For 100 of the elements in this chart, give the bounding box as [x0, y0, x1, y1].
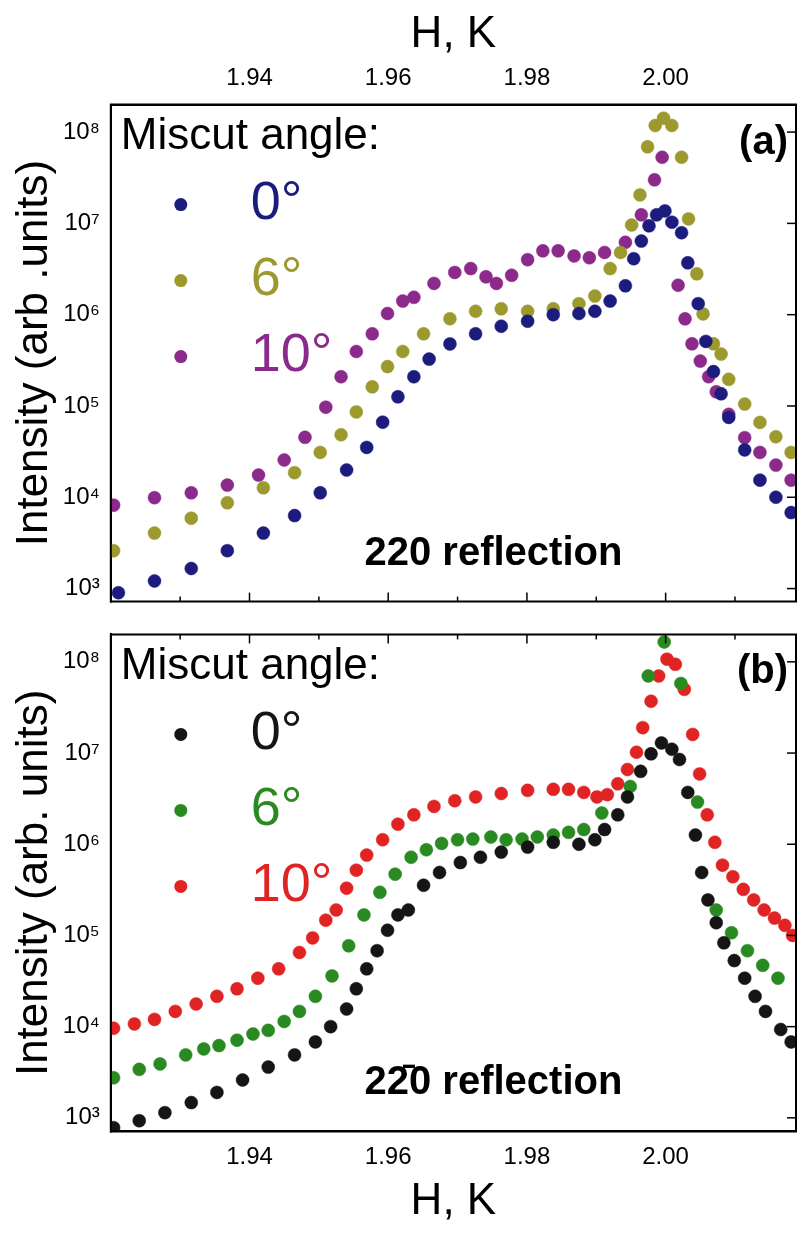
- point: [391, 817, 405, 831]
- point: [727, 953, 742, 968]
- point: [432, 865, 447, 880]
- point: [484, 830, 498, 844]
- point: [220, 496, 235, 510]
- x-tick-label: 2.00: [642, 1142, 689, 1170]
- point: [261, 1060, 275, 1074]
- point: [323, 1019, 338, 1034]
- point: [736, 882, 751, 897]
- point: [681, 212, 696, 226]
- point: [287, 465, 302, 480]
- point: [620, 790, 635, 804]
- point: [737, 397, 752, 411]
- point: [671, 278, 685, 293]
- point: [613, 245, 628, 260]
- point: [178, 1048, 193, 1062]
- point: [633, 188, 647, 202]
- point: [373, 885, 387, 900]
- point: [251, 468, 266, 482]
- point: [256, 526, 271, 540]
- point: [365, 327, 380, 341]
- point: [644, 747, 658, 761]
- point: [611, 808, 625, 822]
- point: [391, 390, 405, 404]
- point: [450, 833, 465, 847]
- point: [448, 793, 462, 808]
- y-axis-title: Intensity (arb. units): [6, 689, 56, 1077]
- point: [504, 268, 519, 283]
- y-tick-label: 10⁶: [63, 828, 100, 856]
- point: [692, 767, 707, 781]
- x-tick-label: 1.94: [226, 1142, 273, 1170]
- point: [572, 306, 586, 321]
- x-tick-label: 1.94: [226, 62, 273, 90]
- point: [339, 463, 354, 477]
- point: [375, 833, 390, 847]
- point: [672, 752, 687, 767]
- point: [520, 840, 535, 854]
- point: [690, 795, 705, 809]
- point: [210, 989, 224, 1004]
- point: [147, 526, 162, 540]
- point: [479, 270, 493, 284]
- point: [380, 923, 395, 937]
- point: [577, 785, 591, 800]
- annotation: (a): [739, 117, 788, 162]
- point: [520, 783, 535, 798]
- point: [696, 307, 710, 321]
- point: [339, 1002, 354, 1016]
- point: [737, 971, 752, 985]
- point: [757, 903, 771, 917]
- point: [220, 478, 235, 492]
- point: [694, 865, 709, 880]
- point: [235, 1073, 250, 1087]
- point: [489, 276, 504, 291]
- annotation: 22̄0 reflection: [364, 1058, 623, 1103]
- point: [305, 931, 320, 945]
- point: [595, 806, 609, 820]
- point: [427, 799, 441, 814]
- point: [551, 244, 565, 258]
- point: [668, 657, 683, 672]
- point: [212, 1038, 226, 1053]
- point: [388, 867, 402, 881]
- point: [407, 290, 421, 305]
- legend-label: 0°: [250, 170, 303, 231]
- point: [674, 676, 688, 691]
- annotation: 220 reflection: [364, 528, 623, 573]
- point: [261, 1023, 275, 1038]
- point: [184, 561, 199, 576]
- point: [127, 1017, 142, 1031]
- y-tick-label: 10⁴: [62, 481, 100, 509]
- point: [536, 244, 550, 258]
- point: [359, 440, 374, 455]
- point: [655, 150, 669, 165]
- point: [572, 837, 586, 851]
- point: [603, 261, 617, 276]
- point: [644, 694, 658, 708]
- point: [647, 173, 662, 187]
- point: [588, 833, 602, 847]
- y-axis-title: Intensity (arb .units): [6, 159, 56, 547]
- point: [443, 311, 457, 326]
- point: [407, 808, 421, 822]
- x-axis-title: H, K: [410, 6, 497, 56]
- point: [153, 1057, 167, 1071]
- point: [365, 380, 380, 394]
- point: [334, 428, 348, 442]
- point: [665, 742, 679, 757]
- y-tick-label: 10⁸: [62, 116, 100, 144]
- point: [334, 370, 348, 384]
- point: [681, 256, 695, 270]
- y-tick-label: 10⁴: [62, 1011, 100, 1039]
- point: [220, 543, 235, 558]
- point: [463, 261, 478, 276]
- point: [657, 635, 671, 649]
- point: [308, 1035, 323, 1049]
- point: [706, 364, 721, 379]
- point: [701, 893, 715, 907]
- point: [147, 574, 162, 588]
- point: [690, 267, 704, 281]
- point: [329, 903, 343, 917]
- point: [567, 249, 581, 263]
- point: [287, 1048, 302, 1062]
